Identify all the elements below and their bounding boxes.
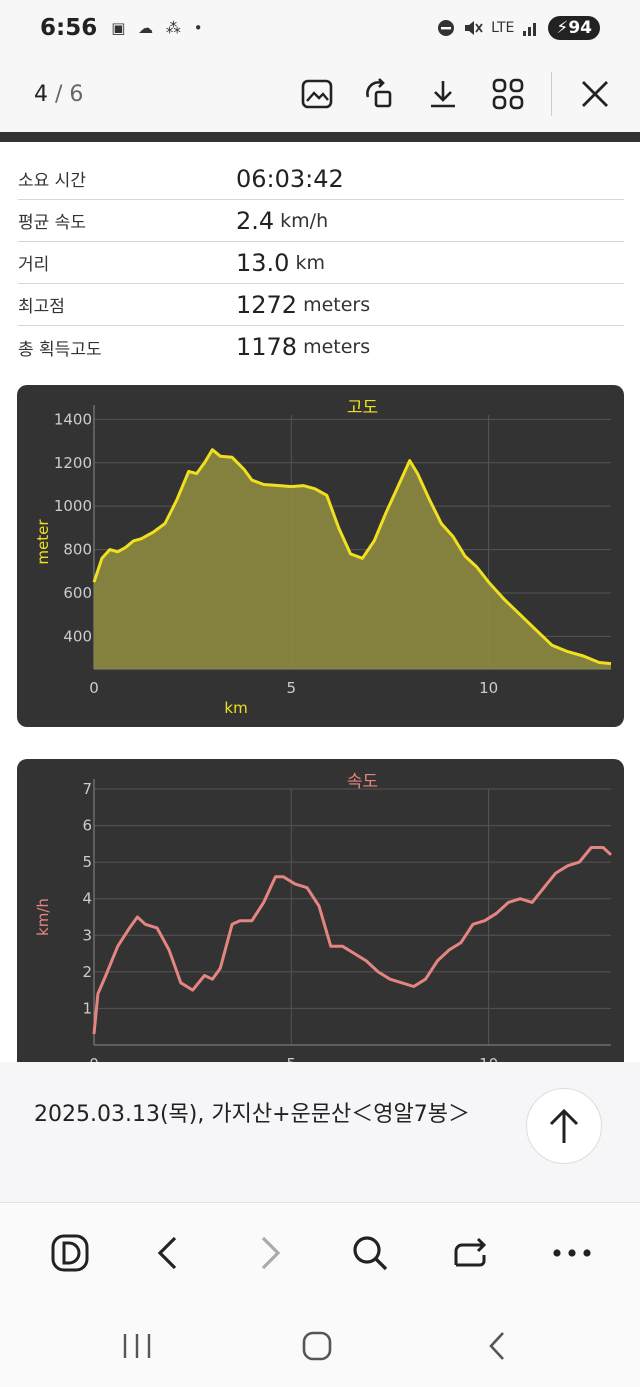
grid-view-button[interactable] — [484, 70, 532, 118]
system-navigation-bar — [0, 1302, 640, 1387]
stat-label: 거리 — [18, 255, 50, 275]
y-tick-label: 7 — [82, 780, 92, 798]
chart-title: 고도 — [347, 398, 378, 418]
stat-label: 최고점 — [18, 297, 65, 317]
total-pages: / 6 — [55, 81, 84, 107]
y-tick-label: 1400 — [54, 410, 92, 428]
close-icon — [582, 81, 608, 107]
more-icon — [553, 1249, 591, 1257]
battery-level: 94 — [568, 18, 592, 38]
network-type: LTE — [491, 20, 515, 36]
stat-label: 총 획득고도 — [18, 339, 102, 360]
stat-value: 13.0 — [236, 248, 290, 277]
post-title: 2025.03.13(목), 가지산+운문산＜영알7봉＞ — [34, 1102, 470, 1127]
share-icon — [454, 1237, 487, 1267]
search-icon — [353, 1236, 388, 1271]
back-button[interactable] — [142, 1227, 194, 1279]
stat-value: 1272 — [236, 290, 298, 319]
browser-logo-icon — [51, 1234, 89, 1272]
rotate-button[interactable] — [355, 70, 403, 118]
download-button[interactable] — [419, 70, 467, 118]
image-search-button[interactable] — [293, 70, 341, 118]
home-icon — [302, 1331, 332, 1361]
y-tick-label: 4 — [82, 890, 92, 908]
stat-unit: km/h — [280, 209, 329, 232]
elevation-line — [92, 448, 612, 666]
notification-icons: ▣ ☁ ⁂ • — [111, 19, 207, 37]
close-button[interactable] — [571, 70, 619, 118]
elevation-chart-card: 400 600 800 1000 1200 1400 0 5 10 고도 meter km — [17, 385, 624, 727]
y-tick-label: 2 — [82, 963, 92, 981]
stat-label: 소요 시간 — [18, 171, 86, 191]
battery-badge: ⚡94 — [548, 16, 600, 40]
stat-value: 2.4 — [236, 206, 275, 235]
caption-bar: 2025.03.13(목), 가지산+운문산＜영알7봉＞ — [0, 1062, 640, 1202]
more-menu-button[interactable] — [546, 1227, 598, 1279]
status-bar: 6:56 ▣ ☁ ⁂ • LTE ⚡94 — [0, 0, 640, 56]
forward-button[interactable] — [244, 1227, 296, 1279]
scroll-to-top-button[interactable] — [526, 1088, 602, 1164]
stat-unit: km — [295, 251, 325, 274]
stat-label: 평균 속도 — [18, 213, 86, 233]
y-tick-label: 600 — [63, 584, 92, 602]
toolbar-divider — [551, 72, 552, 116]
browser-home-button[interactable] — [44, 1227, 96, 1279]
do-not-disturb-icon — [438, 20, 455, 36]
x-tick-label: 5 — [287, 679, 297, 697]
stat-row-highest-point: 최고점 1272 meters — [18, 284, 624, 326]
stats-table: 소요 시간 06:03:42 평균 속도 2.4 km/h 거리 13.0 km… — [18, 158, 624, 368]
share-button[interactable] — [444, 1227, 496, 1279]
y-tick-label: 800 — [63, 541, 92, 559]
image-top-edge — [0, 132, 640, 142]
arrow-up-icon — [549, 1108, 579, 1143]
y-tick-label: 3 — [82, 926, 92, 944]
x-tick-label: 0 — [89, 679, 99, 697]
chevron-right-icon — [261, 1236, 281, 1270]
speed-line — [92, 846, 613, 1035]
x-axis-label: km — [224, 699, 247, 717]
browser-toolbar — [0, 1202, 640, 1302]
signal-icon — [523, 23, 537, 36]
stat-value: 06:03:42 — [236, 164, 344, 193]
chart-title: 속도 — [347, 772, 378, 792]
back-icon — [489, 1332, 504, 1360]
status-right: LTE ⚡94 — [437, 16, 600, 40]
stat-row-distance: 거리 13.0 km — [18, 242, 624, 284]
stat-row-avg-speed: 평균 속도 2.4 km/h — [18, 200, 624, 242]
image-viewer-toolbar: 4 / 6 — [0, 56, 640, 132]
stat-row-duration: 소요 시간 06:03:42 — [18, 158, 624, 200]
grid-icon — [492, 78, 524, 110]
stat-row-elevation-gain: 총 획득고도 1178 meters — [18, 326, 624, 368]
current-page: 4 — [34, 81, 48, 107]
x-tick-label: 10 — [479, 679, 498, 697]
chevron-left-icon — [157, 1236, 177, 1270]
rotate-icon — [366, 78, 392, 108]
recent-apps-icon — [123, 1334, 151, 1358]
home-button[interactable] — [292, 1324, 342, 1368]
y-tick-label: 1200 — [54, 454, 92, 472]
mute-icon — [465, 21, 483, 35]
y-tick-label: 1000 — [54, 497, 92, 515]
y-tick-label: 6 — [82, 817, 92, 835]
y-tick-label: 5 — [82, 853, 92, 871]
stat-value: 1178 — [236, 333, 298, 361]
y-axis-label: km/h — [34, 898, 52, 936]
y-tick-label: 1 — [82, 999, 92, 1017]
speed-chart: 12345670510속도km/h — [34, 772, 613, 1073]
y-axis-label: meter — [34, 519, 52, 565]
download-icon — [431, 81, 455, 108]
recent-apps-button[interactable] — [112, 1324, 162, 1368]
stat-unit: meters — [303, 336, 371, 358]
speed-chart-card: 12345670510속도km/h — [17, 759, 624, 1089]
elevation-chart: 400 600 800 1000 1200 1400 0 5 10 고도 meter km — [34, 398, 612, 717]
y-tick-label: 400 — [63, 627, 92, 645]
image-icon — [301, 79, 333, 109]
system-back-button[interactable] — [472, 1324, 522, 1368]
elevation-area — [94, 449, 611, 669]
status-time: 6:56 — [40, 15, 98, 41]
page-counter: 4 / 6 — [34, 82, 83, 107]
search-button[interactable] — [344, 1227, 396, 1279]
stat-unit: meters — [303, 293, 371, 316]
